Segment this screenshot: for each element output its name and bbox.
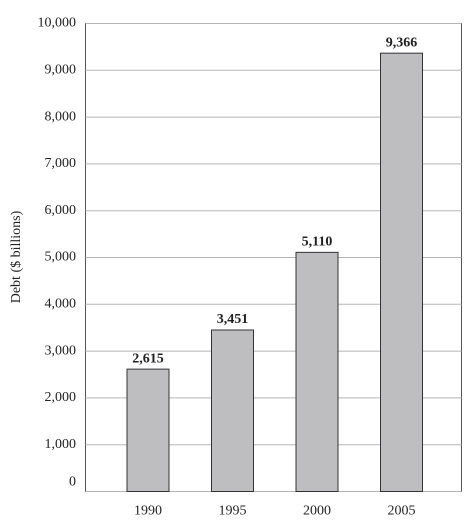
y-tick-label: 4,000 xyxy=(45,297,77,312)
value-label: 2,615 xyxy=(132,351,164,366)
bar xyxy=(126,368,170,493)
y-tick-label: 5,000 xyxy=(45,250,77,265)
value-label: 9,366 xyxy=(386,35,418,50)
y-tick-label: 6,000 xyxy=(45,203,77,218)
y-tick-label: 2,000 xyxy=(45,390,77,405)
y-tick-label: 1,000 xyxy=(45,437,77,452)
value-label: 3,451 xyxy=(217,312,249,327)
y-tick-label: 0 xyxy=(69,475,76,490)
x-tick-label: 1995 xyxy=(219,504,247,519)
y-tick-label: 7,000 xyxy=(45,156,77,171)
x-tick-label: 1990 xyxy=(134,504,162,519)
y-tick-label: 10,000 xyxy=(38,16,77,31)
y-tick-label: 9,000 xyxy=(45,63,77,78)
x-tick-label: 2000 xyxy=(303,504,331,519)
y-axis-label: Debt ($ billions) xyxy=(9,210,24,303)
x-tick-label: 2005 xyxy=(388,504,416,519)
y-tick-label: 3,000 xyxy=(45,343,77,358)
bar xyxy=(211,329,254,492)
y-tick-label: 8,000 xyxy=(45,109,77,124)
bar xyxy=(380,52,423,492)
value-label: 5,110 xyxy=(302,235,333,250)
bar xyxy=(295,251,339,492)
